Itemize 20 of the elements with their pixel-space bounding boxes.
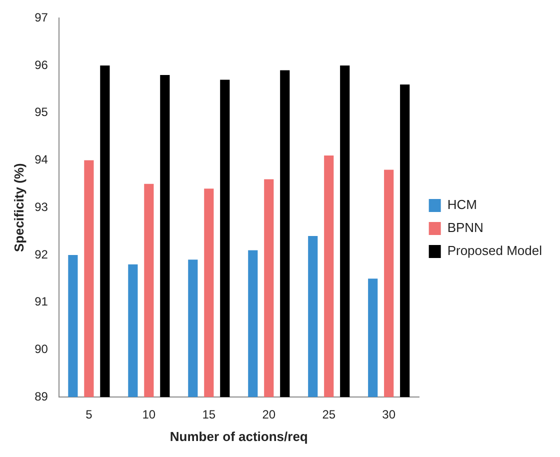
legend-label: Proposed Model (447, 243, 542, 258)
y-tick-label: 89 (34, 389, 48, 404)
x-tick-label: 20 (262, 408, 276, 422)
y-tick-label: 92 (34, 247, 48, 262)
x-tick-label: 25 (322, 408, 336, 422)
y-tick-label: 90 (34, 342, 48, 356)
y-tick-label: 97 (34, 10, 48, 25)
x-tick-label: 30 (382, 408, 396, 422)
x-tick-label: 15 (202, 408, 216, 422)
y-axis-title: Specificity (%) (11, 163, 26, 252)
y-tick-label: 95 (34, 105, 48, 120)
x-axis-title: Number of actions/req (170, 428, 308, 444)
y-tick-label: 93 (34, 200, 48, 214)
y-tick-label: 96 (34, 58, 48, 72)
y-tick-label: 91 (34, 294, 48, 309)
legend-label: BPNN (447, 220, 484, 236)
x-tick-label: 10 (142, 408, 156, 422)
y-tick-label: 94 (34, 152, 48, 167)
x-tick-label: 5 (86, 408, 93, 422)
legend-label: HCM (447, 197, 477, 212)
